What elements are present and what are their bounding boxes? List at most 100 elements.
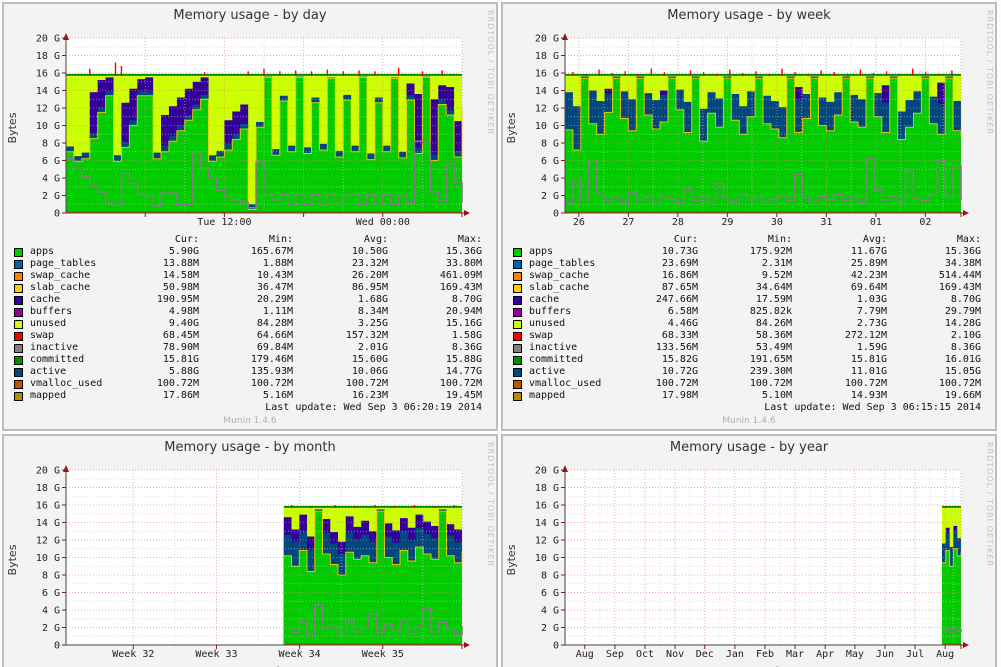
legend-value: 7.79M — [856, 306, 887, 317]
legend-row: swap 68.45M 64.66M 157.32M 1.58G — [4, 330, 496, 342]
legend-value: 1.68G — [357, 294, 388, 305]
legend-row: vmalloc_used 100.72M 100.72M 100.72M 100.72M — [4, 378, 496, 390]
legend-value: 100.72M — [844, 378, 887, 389]
svg-text:Feb: Feb — [756, 649, 774, 660]
chart-title-month: Memory usage - by month — [164, 440, 336, 455]
svg-text:14 G: 14 G — [535, 86, 559, 97]
legend-row: buffers 6.58M 825.82k 7.79M 29.79M — [503, 306, 995, 318]
svg-text:Sep: Sep — [606, 649, 624, 660]
legend-value: 1.59G — [856, 342, 887, 353]
legend-value: 50.98M — [162, 282, 199, 293]
legend-value: 4.98M — [168, 306, 199, 317]
legend-label: swap — [529, 330, 554, 341]
buffers-swatch — [513, 308, 522, 317]
svg-text:10 G: 10 G — [36, 121, 60, 132]
legend-header: Min: — [767, 234, 792, 245]
legend-value: 14.93M — [850, 390, 887, 401]
chart-panel-day: Memory usage - by day RRDTOOL / TOBI OET… — [2, 2, 498, 431]
svg-text:Week 34: Week 34 — [279, 649, 321, 660]
svg-text:27: 27 — [622, 217, 634, 228]
svg-text:0: 0 — [54, 641, 60, 652]
legend-value: 16.23M — [351, 390, 388, 401]
legend-label: committed — [30, 354, 85, 365]
legend-label: swap_cache — [30, 270, 91, 281]
legend-row: apps 10.73G 175.92M 11.67G 15.36G — [503, 246, 995, 258]
vmalloc_used-swatch — [14, 380, 23, 389]
legend-value: 8.70G — [950, 294, 981, 305]
chart-canvas-week: 0 2 G 4 G 6 G 8 G 10 G 12 G 14 G 16 G 18 G 20 G 26 2… — [505, 33, 969, 228]
legend-header-spacer — [30, 234, 150, 246]
svg-text:16 G: 16 G — [36, 501, 60, 512]
legend-header: Max: — [956, 234, 981, 245]
legend-swatch-wrap — [14, 270, 30, 282]
legend-value: 23.32M — [351, 258, 388, 269]
legend-value: 1.88M — [262, 258, 293, 269]
legend-header-row: Cur: Min: Avg: Max: — [4, 234, 496, 246]
legend-swatch-wrap — [14, 294, 30, 306]
legend-value: 169.43M — [439, 282, 482, 293]
legend-swatch-wrap — [513, 342, 529, 354]
legend-value: 4.46G — [667, 318, 698, 329]
swap-swatch — [513, 332, 522, 341]
inactive-swatch — [14, 344, 23, 353]
legend-row: buffers 4.98M 1.11M 8.34M 20.94M — [4, 306, 496, 318]
legend-swatch-wrap — [513, 390, 529, 402]
svg-text:18 G: 18 G — [535, 51, 559, 62]
legend-value: 69.64M — [850, 282, 887, 293]
legend-value: 2.10G — [950, 330, 981, 341]
legend-row: swap 68.33M 58.36M 272.12M 2.10G — [503, 330, 995, 342]
svg-text:26: 26 — [573, 217, 585, 228]
mapped-swatch — [14, 392, 23, 401]
chart-panel-year: Memory usage - by year RRDTOOL / TOBI OE… — [501, 434, 997, 667]
svg-text:4 G: 4 G — [541, 606, 559, 617]
slab_cache-swatch — [513, 284, 522, 293]
legend-label: apps — [529, 246, 554, 257]
legend-value: 100.72M — [938, 378, 981, 389]
legend-value: 10.72G — [661, 366, 698, 377]
legend-row: apps 5.90G 165.67M 10.50G 15.36G — [4, 246, 496, 258]
munin-version: Munin 1.4.6 — [722, 416, 776, 426]
legend-label: mapped — [30, 390, 67, 401]
svg-text:29: 29 — [721, 217, 733, 228]
svg-text:Week 33: Week 33 — [195, 649, 237, 660]
legend-value: 8.34M — [357, 306, 388, 317]
legend-label: unused — [30, 318, 67, 329]
legend-value: 15.36G — [445, 246, 482, 257]
svg-text:Week 32: Week 32 — [112, 649, 154, 660]
legend-value: 42.23M — [850, 270, 887, 281]
legend-value: 3.25G — [357, 318, 388, 329]
chart-canvas-month: 0 2 G 4 G 6 G 8 G 10 G 12 G 14 G 16 G 18 G 20 G Wee… — [6, 465, 470, 660]
legend-value: 15.81G — [162, 354, 199, 365]
unused-swatch — [513, 320, 522, 329]
legend-table-day: Cur: Min: Avg: Max: apps 5.90G 165.67M 10.50G 15… — [4, 234, 496, 426]
svg-text:18 G: 18 G — [36, 483, 60, 494]
legend-row: cache 247.66M 17.59M 1.03G 8.70G — [503, 294, 995, 306]
svg-text:20 G: 20 G — [535, 466, 559, 477]
legend-row: committed 15.82G 191.65M 15.81G 16.01G — [503, 354, 995, 366]
legend-value: 15.60G — [351, 354, 388, 365]
svg-text:0: 0 — [553, 209, 559, 220]
legend-value: 135.93M — [250, 366, 293, 377]
legend-row: inactive 133.56M 53.49M 1.59G 8.36G — [503, 342, 995, 354]
legend-swatch-wrap — [14, 258, 30, 270]
legend-value: 133.56M — [655, 342, 698, 353]
legend-value: 9.40G — [168, 318, 199, 329]
svg-text:18 G: 18 G — [36, 51, 60, 62]
chart-panel-week: Memory usage - by week RRDTOOL / TOBI OE… — [501, 2, 997, 431]
svg-text:14 G: 14 G — [36, 86, 60, 97]
legend-row: unused 9.40G 84.28M 3.25G 15.16G — [4, 318, 496, 330]
chart-canvas-day: 0 2 G 4 G 6 G 8 G 10 G 12 G 14 G 16 G 18 G 20 G Tue… — [6, 33, 470, 228]
legend-table-week: Cur: Min: Avg: Max: apps 10.73G 175.92M 11.67G 1… — [503, 234, 995, 426]
legend-swatch-wrap — [513, 294, 529, 306]
legend-value: 14.58M — [162, 270, 199, 281]
svg-text:2 G: 2 G — [541, 623, 559, 634]
svg-text:Dec: Dec — [696, 649, 714, 660]
legend-value: 14.77G — [445, 366, 482, 377]
svg-text:May: May — [846, 649, 864, 660]
legend-swatch-wrap — [14, 354, 30, 366]
legend-label: vmalloc_used — [30, 378, 103, 389]
legend-value: 8.36G — [451, 342, 482, 353]
legend-value: 5.90G — [168, 246, 199, 257]
svg-text:6 G: 6 G — [541, 156, 559, 167]
legend-value: 15.36G — [944, 246, 981, 257]
